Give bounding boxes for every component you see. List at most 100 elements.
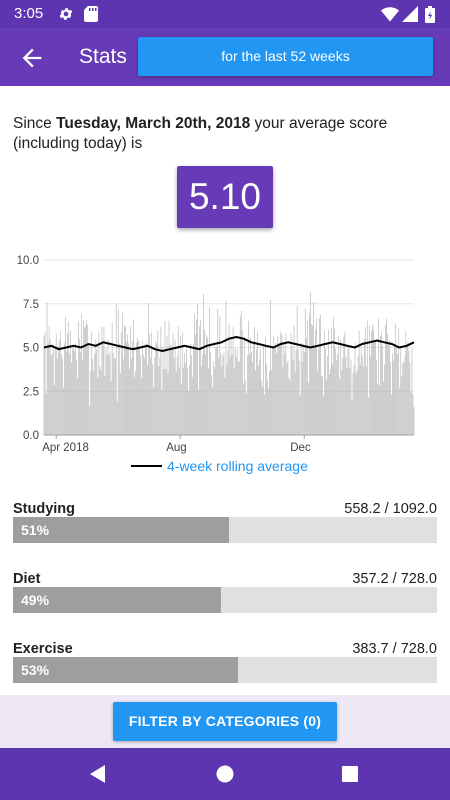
category-percent: 49% [21,592,50,608]
back-triangle-icon[interactable] [87,762,111,786]
y-tick-label: 7.5 [23,299,39,311]
daily-score-bar [67,333,68,435]
daily-score-bar [394,344,395,435]
daily-score-bar [283,341,285,435]
daily-score-bar [377,384,378,435]
daily-score-bar [223,352,225,435]
daily-score-bar [317,371,318,435]
daily-score-bar [96,349,98,435]
daily-score-bar [277,335,279,435]
daily-score-bar [193,343,194,435]
daily-score-bar [121,312,123,435]
filter-by-categories-button[interactable]: FILTER BY CATEGORIES (0) [113,702,337,741]
daily-score-bar [134,377,135,435]
daily-score-bar [110,381,112,435]
daily-score-bar [186,349,187,435]
daily-score-bar [184,362,186,435]
daily-score-bar [180,383,182,435]
daily-score-bar [71,362,72,435]
daily-score-bar [191,355,192,435]
daily-score-bar [119,373,121,435]
status-time: 3:05 [14,5,44,22]
daily-score-bar [343,337,345,435]
daily-score-bar [85,326,86,435]
daily-score-bar [233,368,235,435]
daily-score-bar [227,350,229,435]
daily-score-bar [81,313,82,435]
daily-score-bar [399,387,401,435]
recents-square-icon[interactable] [338,762,362,786]
daily-score-chart: 0.0 2.5 5.0 7.5 10.0 Apr 2018 Aug Dec 4-week rol… [17,255,415,474]
daily-score-bar [289,380,291,435]
daily-score-bar [140,355,141,435]
daily-score-bar [402,363,404,435]
daily-score-bar [102,343,104,435]
daily-score-bar [86,320,87,435]
daily-score-bar [66,351,67,435]
daily-score-bar [301,361,303,435]
daily-score-bar [120,332,122,435]
daily-score-bar [311,324,312,435]
daily-score-bar [295,349,297,435]
daily-score-bar [254,327,255,435]
daily-score-bar [264,394,265,435]
daily-score-bar [207,337,208,435]
daily-score-bar [164,321,166,435]
daily-score-bar [77,378,78,435]
daily-score-bar [49,338,51,435]
daily-score-bar [255,370,256,435]
daily-score-bar [412,394,414,435]
daily-score-bar [54,348,56,435]
daily-score-bar [201,366,202,435]
daily-score-bar [91,331,93,435]
average-score-summary: Since Tuesday, March 20th, 2018 your ave… [13,114,433,154]
daily-score-bar [104,376,106,435]
daily-score-bar [98,331,100,435]
daily-score-bar [381,332,382,435]
daily-score-bar [310,292,311,435]
daily-score-bar [334,328,336,435]
time-range-button[interactable]: for the last 52 weeks [138,37,433,76]
daily-score-bar [63,387,64,435]
daily-score-bar [346,368,348,435]
daily-score-bar [162,346,164,435]
rolling-average-line [43,335,415,353]
daily-score-bar [163,368,165,435]
daily-score-bar [108,355,110,435]
daily-score-bar [142,341,143,435]
daily-score-bar [107,339,109,435]
home-circle-icon[interactable] [213,762,237,786]
daily-score-bar [275,343,277,435]
daily-score-bar [273,336,275,435]
category-progress-fill [13,587,221,613]
daily-score-bar [157,330,159,435]
daily-score-bar [329,374,330,435]
daily-score-bar [228,324,230,435]
daily-score-bar [260,349,261,435]
daily-score-bar [182,367,184,435]
daily-score-bar [250,337,251,435]
daily-score-bar [226,365,228,435]
daily-score-bar [99,366,101,435]
category-value: 558.2 / 1092.0 [344,501,437,517]
daily-score-bar [409,362,411,435]
daily-score-bar [205,353,206,435]
daily-score-bar [181,332,183,435]
daily-score-bar [259,359,260,435]
daily-score-bar [161,389,163,435]
daily-score-bar [197,304,198,435]
daily-score-bar [313,302,314,435]
daily-score-bar [383,381,384,435]
daily-score-bar [290,333,292,435]
daily-score-bar [282,367,284,435]
daily-score-bar [147,365,148,435]
arrow-left-icon[interactable] [18,44,46,72]
daily-score-bar [375,340,376,435]
daily-score-bar [206,334,207,435]
daily-score-bar [89,405,91,435]
daily-score-bar [314,346,315,435]
daily-score-bar [47,342,49,435]
page-title: Stats [79,45,127,68]
y-tick-label: 0.0 [23,430,39,442]
daily-score-bar [56,358,58,435]
